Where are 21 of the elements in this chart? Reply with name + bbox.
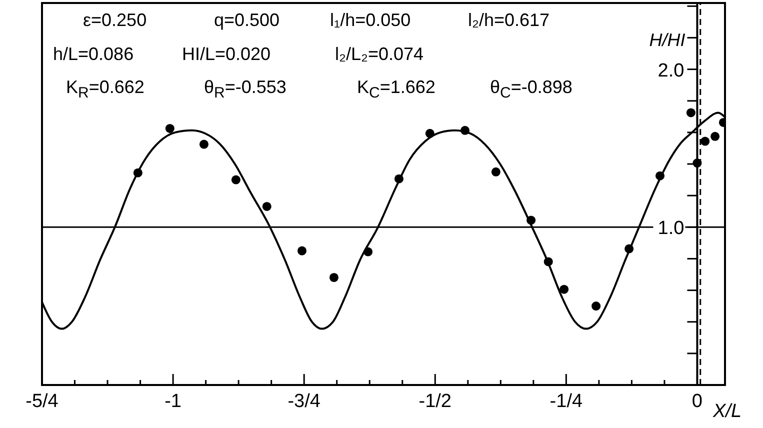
annotation: K$_{C}$=1.662: [357, 77, 436, 102]
annotation: θ$_{R}$=-0.553: [204, 77, 286, 102]
annotation: HI/L=0.020: [182, 44, 271, 65]
annotation: l₁/h=0.050: [330, 10, 411, 31]
x-tick-label: -1/4: [550, 391, 583, 412]
x-tick-label: -3/4: [288, 391, 321, 412]
y-axis-title: H/HI: [649, 30, 686, 51]
y-tick-label: 1.0: [658, 218, 684, 240]
annotation: l₂/h=0.617: [468, 10, 550, 31]
annotation: K$_{R}$=0.662: [66, 77, 144, 102]
x-tick-label: -1: [164, 391, 182, 412]
annotation: ε=0.250: [83, 10, 147, 31]
annotation: q=0.500: [214, 10, 280, 31]
x-axis-title: X/L: [712, 401, 742, 422]
y-tick-label: 2.0: [658, 60, 684, 82]
x-tick-label: 0: [692, 391, 703, 412]
annotation: θ$_{C}$=-0.898: [490, 77, 572, 102]
x-tick-label: -5/4: [26, 391, 59, 412]
annotation: l₂/L₂=0.074: [335, 44, 424, 65]
annotation: h/L=0.086: [53, 44, 134, 65]
x-tick-label: -1/2: [418, 391, 452, 412]
